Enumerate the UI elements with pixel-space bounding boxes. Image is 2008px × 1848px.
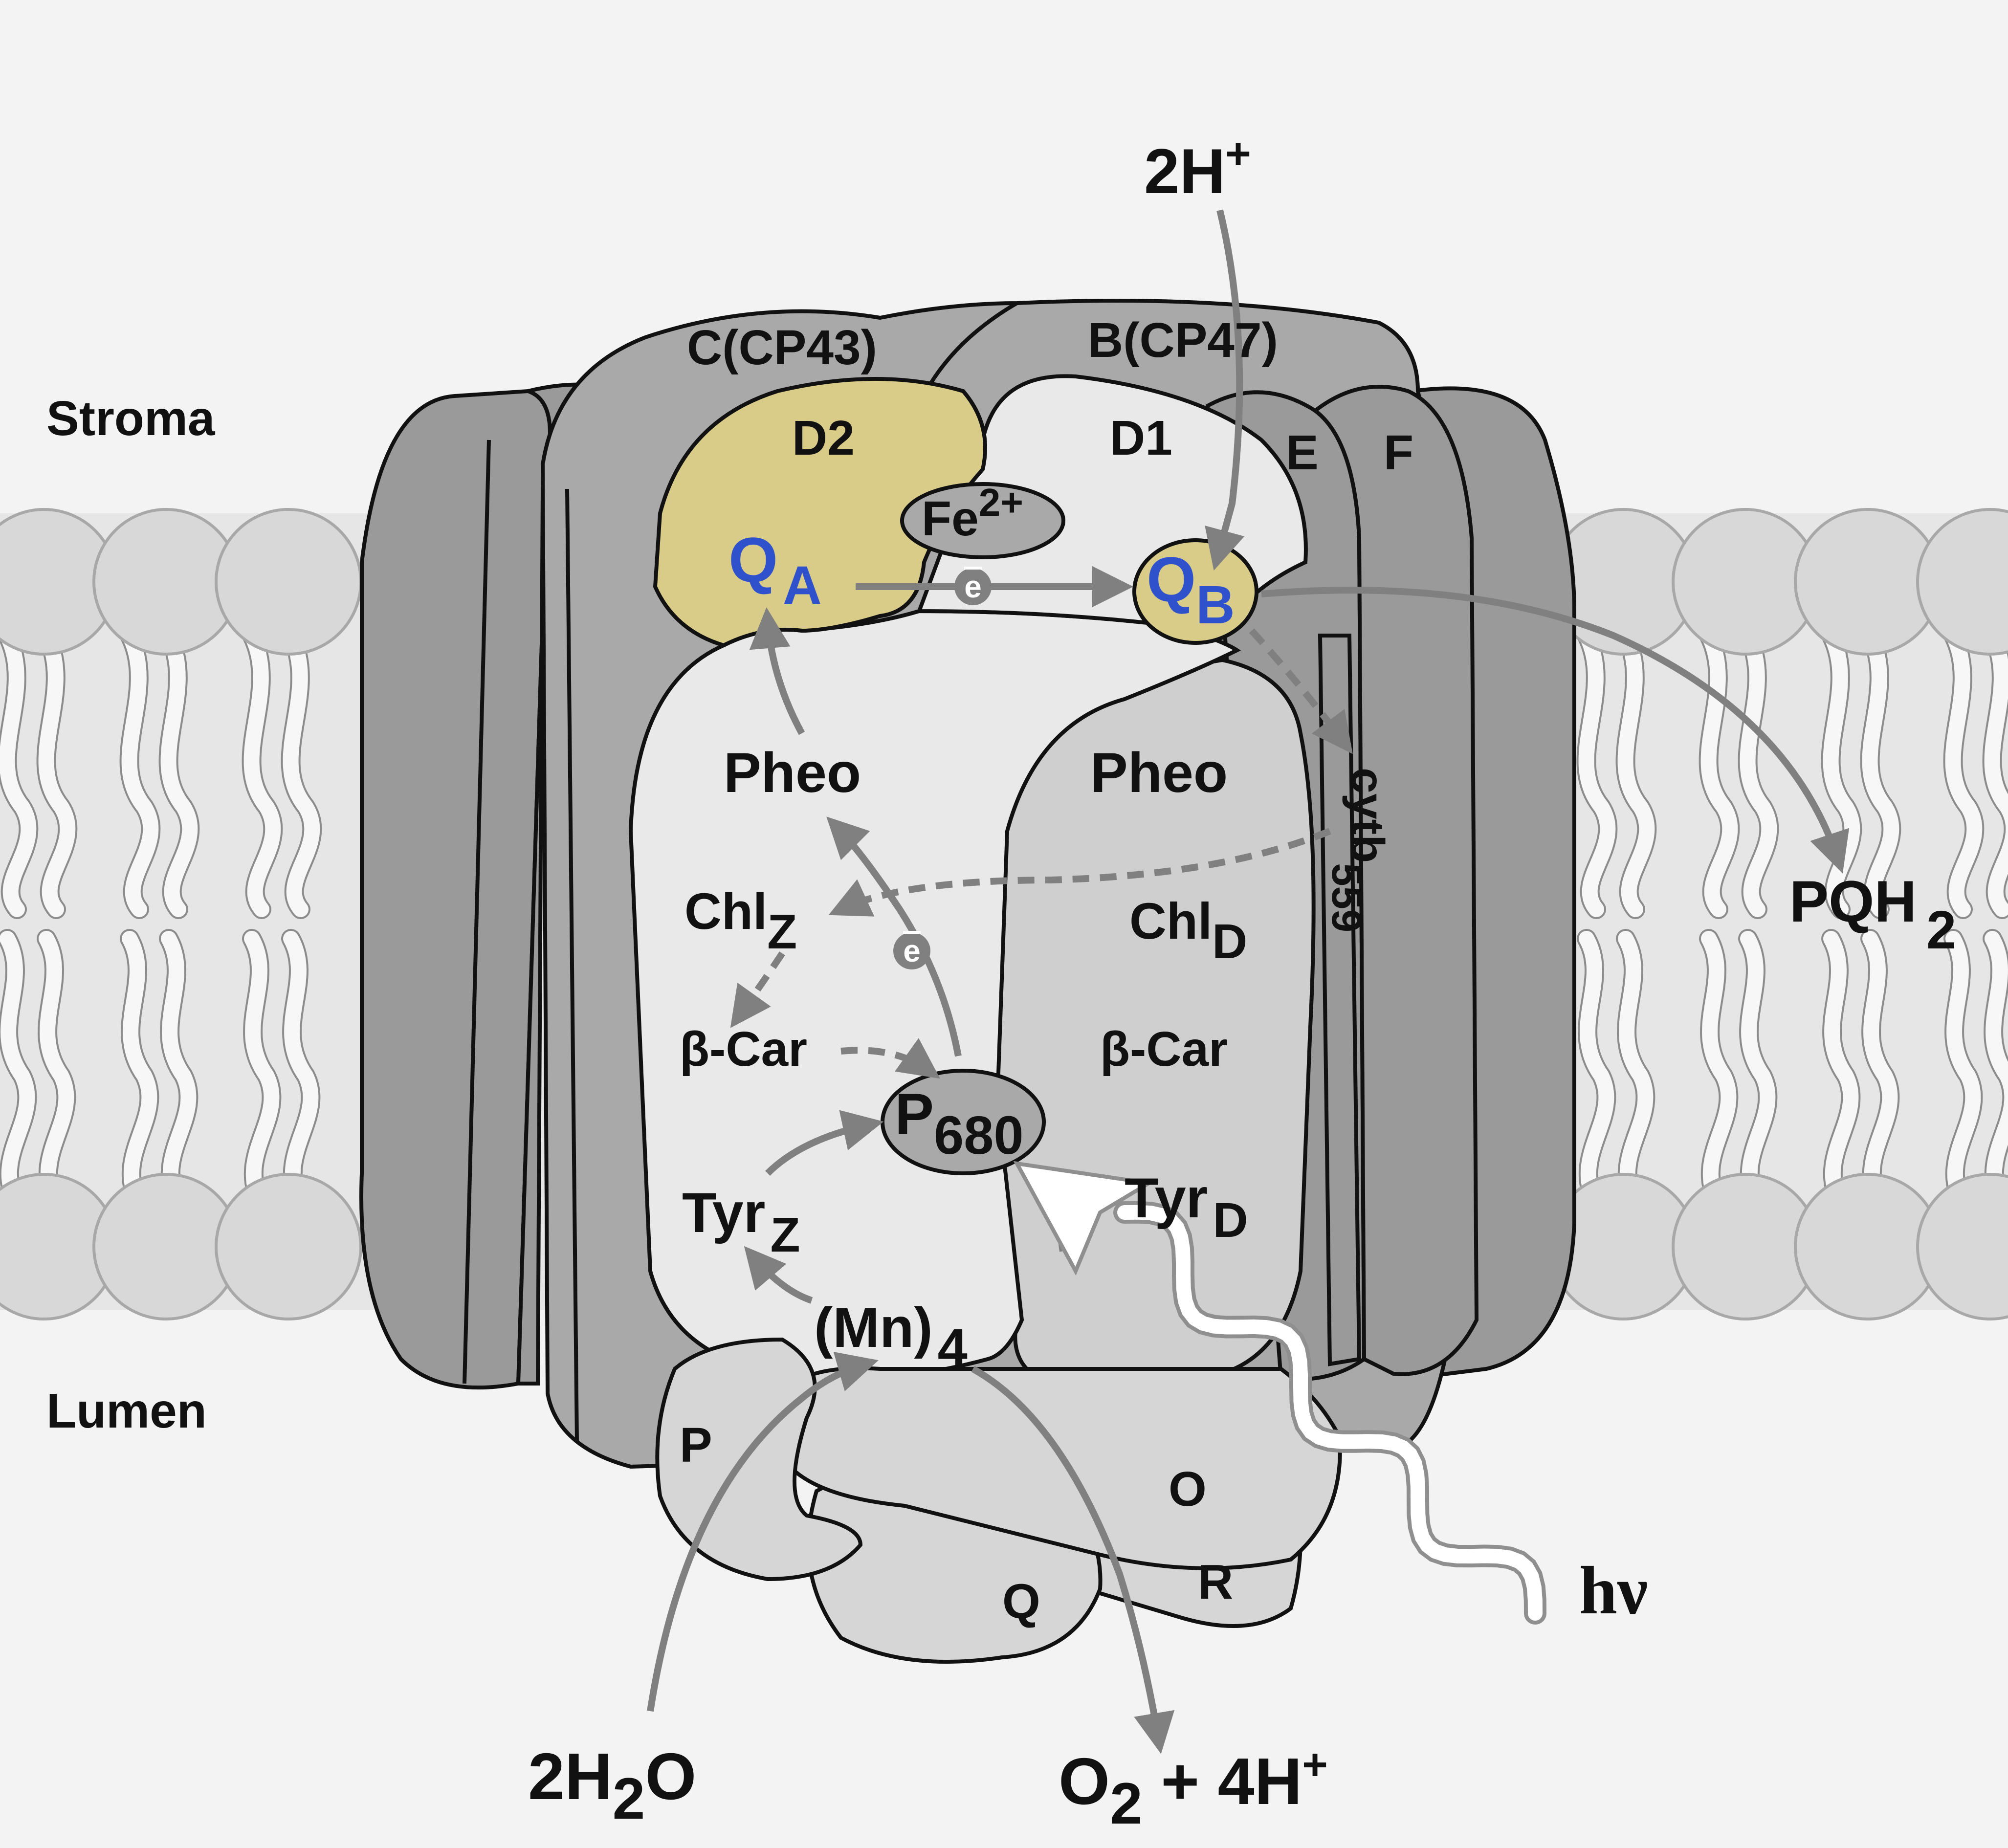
helix-line-1 bbox=[463, 440, 491, 1384]
subunit-d1-label: D1 bbox=[1110, 411, 1172, 465]
cp-divider bbox=[927, 301, 1018, 388]
light-wave-core bbox=[1117, 1205, 1543, 1621]
pheo-right-label: Pheo bbox=[1090, 742, 1228, 804]
oxygen-label: O2 + 4H+ bbox=[1059, 1740, 1328, 1836]
arrow-qb-pqh2 bbox=[1261, 587, 1850, 874]
subunit-p-label: P bbox=[680, 1418, 712, 1473]
arrow-mn-tyrz bbox=[744, 1246, 813, 1304]
qb-label: QB bbox=[1147, 544, 1235, 635]
lumen-label: Lumen bbox=[46, 1384, 207, 1438]
bcar-left-label: β-Car bbox=[680, 1022, 807, 1077]
lipid-tails bbox=[0, 626, 2008, 1203]
light-arrowhead bbox=[1013, 1161, 1155, 1276]
proton-input-label: 2H+ bbox=[1144, 130, 1251, 207]
subunit-d2-label: D2 bbox=[792, 411, 855, 465]
bcar-right-label: β-Car bbox=[1100, 1022, 1228, 1077]
cytb559-strip bbox=[1318, 634, 1362, 1366]
light-label: hν bbox=[1579, 1553, 1648, 1628]
p680-label: P680 bbox=[895, 1081, 1024, 1166]
subunit-o-label: O bbox=[1169, 1462, 1207, 1517]
subunit-r-label: R bbox=[1198, 1555, 1233, 1609]
electron-label-top: e bbox=[964, 569, 982, 604]
lipid-heads bbox=[0, 508, 2008, 1320]
subunit-f-label: F bbox=[1384, 425, 1413, 480]
chld-label: ChlD bbox=[1129, 893, 1247, 969]
arrow-pheo-qa bbox=[749, 607, 805, 735]
subunit-b-label: B(CP47) bbox=[1088, 313, 1278, 368]
arrow-h-qb bbox=[1205, 209, 1245, 571]
subunit-q-label: Q bbox=[1002, 1574, 1040, 1629]
tyrz-label: Tyr Z bbox=[682, 1182, 800, 1262]
arrow-mn-oxygen bbox=[971, 1365, 1175, 1754]
water-label: 2H2O bbox=[528, 1739, 696, 1831]
arrow-p680-pheo bbox=[826, 816, 962, 1057]
reaction-arrows bbox=[647, 209, 1850, 1754]
electron-badge-middle: e bbox=[893, 931, 930, 969]
subunit-o bbox=[780, 1366, 1342, 1570]
electron-badge-top: e bbox=[954, 567, 992, 605]
arrow-tyrz-p680 bbox=[765, 1110, 884, 1176]
arrow-cytb-chlz bbox=[828, 828, 1331, 917]
tyrd-label: Tyr D bbox=[1125, 1167, 1248, 1248]
light-wave bbox=[1013, 1161, 1546, 1625]
stroma-label: Stroma bbox=[46, 391, 216, 446]
pqh2-label: PQH 2 bbox=[1789, 869, 1956, 960]
subunit-c-label: C(CP43) bbox=[687, 320, 877, 375]
fe-site bbox=[900, 482, 1065, 559]
pheo-left-label: Pheo bbox=[724, 742, 861, 804]
electron-label-middle: e bbox=[903, 933, 921, 968]
arrow-chlz-bcar bbox=[730, 951, 785, 1028]
qa-label: QA bbox=[728, 524, 822, 616]
cytb559-label: cytb559 bbox=[1323, 768, 1393, 932]
subunit-f-helix bbox=[1312, 385, 1479, 1376]
fe-label: Fe2+ bbox=[922, 481, 1023, 546]
chlz-label: ChlZ bbox=[684, 883, 797, 959]
mn-cluster-label: (Mn)4 bbox=[814, 1297, 968, 1378]
arrow-water-mn bbox=[647, 1352, 879, 1712]
arrow-bcar-p680 bbox=[840, 1038, 940, 1079]
helix-line-2 bbox=[565, 488, 579, 1443]
subunit-e-label: E bbox=[1286, 425, 1319, 480]
